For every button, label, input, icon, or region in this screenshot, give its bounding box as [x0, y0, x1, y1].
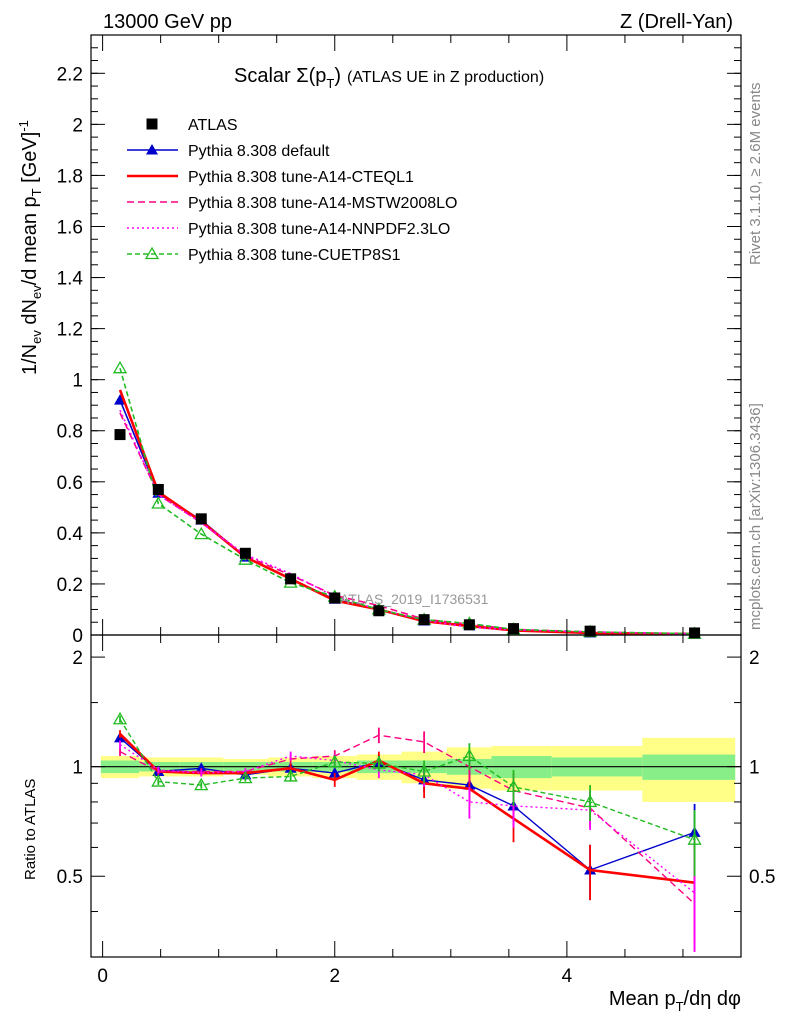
ratio-series-line — [119, 744, 696, 894]
rivet-label: Rivet 3.1.10, ≥ 2.6M events — [747, 83, 764, 266]
header-right: Z (Drell-Yan) — [620, 11, 733, 33]
series-point — [114, 394, 127, 405]
y-tick-label: 0.2 — [57, 575, 83, 596]
legend-label: Pythia 8.308 tune-A14-CTEQL1 — [188, 169, 414, 186]
main-y-ticks: 0 0.2 0.4 0.6 0.8 1 1.2 1.4 1.6 1.8 2 2.2 — [57, 47, 741, 647]
header-left: 13000 GeV pp — [103, 11, 232, 33]
ratio-point — [283, 769, 298, 782]
y-tick-label: 0.8 — [57, 422, 83, 443]
series-line — [119, 367, 695, 635]
y-tick-label: 0 — [72, 626, 83, 647]
ratio-point — [238, 770, 253, 784]
legend-marker — [146, 144, 158, 155]
ratio-point — [194, 777, 209, 791]
legend-label: Pythia 8.308 tune-CUETP8S1 — [188, 247, 401, 264]
y-tick-label: 2 — [72, 115, 83, 136]
main-data-layer — [112, 360, 702, 639]
chart-title: Scalar Σ(pT) (ATLAS UE in Z production) — [234, 65, 544, 91]
ratio-point — [506, 779, 521, 793]
legend-label: Pythia 8.308 tune-A14-NNPDF2.3LO — [188, 221, 450, 238]
ratio-point — [195, 762, 208, 773]
data-point — [114, 429, 126, 441]
y-tick-label: 2.2 — [57, 64, 83, 85]
data-point — [689, 627, 701, 639]
ratio-point — [328, 767, 341, 778]
ratio-tick-label: 0.5 — [57, 867, 83, 888]
y-tick-label: 1.4 — [57, 269, 84, 290]
data-point — [508, 623, 519, 635]
x-tick-label: 4 — [562, 966, 573, 987]
y-tick-label: 1.8 — [57, 166, 83, 187]
data-point — [195, 513, 207, 525]
legend-marker — [146, 118, 158, 130]
legend-marker — [144, 246, 160, 260]
data-point — [418, 614, 430, 626]
series-point — [194, 526, 209, 540]
ratio-point — [687, 832, 702, 845]
ratio-tick-label-right: 2 — [749, 648, 760, 669]
series-line — [118, 389, 695, 636]
y-tick-label: 0.6 — [57, 473, 83, 494]
ratio-y-ticks: 0.5 0.5 1 1 2 2 — [57, 648, 775, 913]
ratio-point — [371, 756, 386, 769]
ratio-series-line — [119, 737, 695, 871]
x-axis-label: Mean pT/dη dφ — [609, 988, 741, 1014]
y-tick-label: 0.4 — [57, 524, 84, 545]
main-panel: 0 0.2 0.4 0.6 0.8 1 1.2 1.4 1.6 1.8 2 2.2 — [57, 34, 742, 647]
ratio-tick-label: 2 — [72, 648, 83, 669]
ratio-point — [582, 794, 598, 808]
ratio-y-label: Ratio to ATLAS — [22, 779, 39, 880]
ratio-point — [327, 754, 342, 768]
y-tick-label: 1.6 — [57, 217, 83, 238]
legend-label: Pythia 8.308 default — [188, 143, 330, 160]
ratio-point — [417, 764, 432, 777]
ratio-data-layer — [112, 711, 702, 952]
data-point — [285, 573, 297, 585]
ratio-tick-label: 1 — [72, 758, 83, 779]
ratio-tick-label-right: 1 — [749, 758, 760, 779]
ratio-frame — [90, 634, 742, 958]
ratio-series-line — [119, 734, 696, 905]
main-y-label: 1/Nev dNev/d mean pT [GeV]-1 — [16, 120, 44, 375]
data-point — [373, 605, 385, 617]
x-tick-label: 2 — [329, 966, 340, 987]
ratio-point — [151, 774, 166, 787]
data-point — [463, 619, 475, 631]
legend: ATLAS Pythia 8.308 default Pythia 8.308 tu… — [127, 117, 457, 264]
legend-label: Pythia 8.308 tune-A14-MSTW2008LO — [188, 195, 457, 212]
data-point — [239, 547, 251, 559]
ratio-tick-label-right: 0.5 — [749, 867, 775, 888]
watermark: ATLAS_2019_I1736531 — [340, 591, 489, 607]
series-point — [112, 360, 128, 374]
x-tick-label: 0 — [97, 966, 108, 987]
ratio-x-ticks: 0 2 4 — [97, 635, 684, 987]
y-tick-label: 1 — [72, 371, 83, 392]
y-tick-label: 1.2 — [57, 320, 83, 341]
ratio-point — [462, 748, 477, 762]
data-point — [584, 625, 596, 637]
ratio-panel: 0.5 0.5 1 1 2 2 0 2 4 — [57, 634, 775, 987]
mcplots-label: mcplots.cern.ch [arXiv:1306.3436] — [747, 403, 764, 630]
series-point — [151, 496, 166, 509]
main-x-ticks — [102, 35, 684, 635]
series-point — [238, 552, 253, 565]
ratio-point — [112, 711, 128, 725]
data-point — [152, 483, 164, 495]
legend-label: ATLAS — [188, 117, 238, 134]
ratio-series-line — [119, 718, 695, 841]
data-point — [329, 592, 341, 604]
